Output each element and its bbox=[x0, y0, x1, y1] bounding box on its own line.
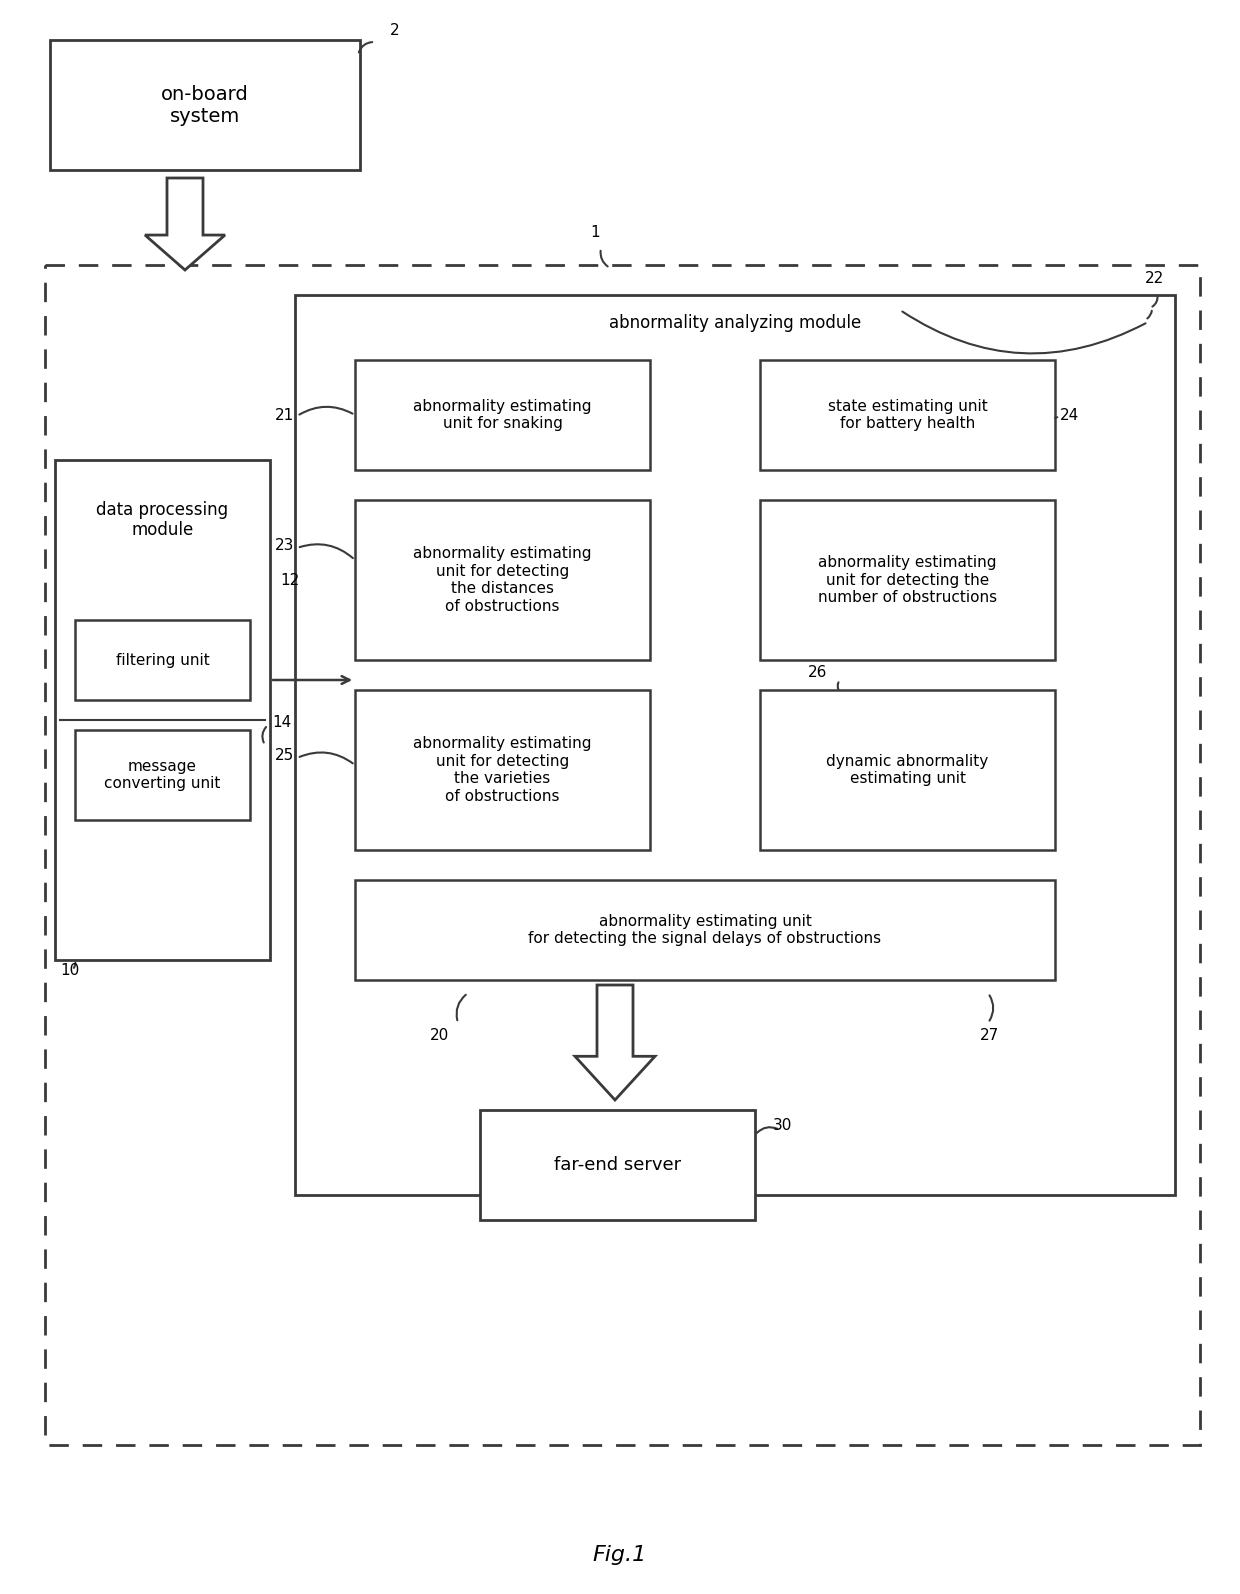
Text: 25: 25 bbox=[275, 748, 294, 762]
FancyArrowPatch shape bbox=[300, 544, 353, 558]
FancyArrowPatch shape bbox=[299, 406, 352, 414]
FancyArrowPatch shape bbox=[1152, 296, 1157, 306]
Text: message
converting unit: message converting unit bbox=[104, 759, 221, 791]
FancyArrowPatch shape bbox=[300, 752, 352, 764]
Polygon shape bbox=[575, 985, 655, 1100]
Bar bbox=[355, 690, 650, 850]
Text: 26: 26 bbox=[808, 665, 827, 679]
Text: 1: 1 bbox=[590, 225, 600, 239]
Bar bbox=[74, 620, 250, 700]
Bar bbox=[355, 360, 650, 470]
Text: 24: 24 bbox=[1060, 408, 1079, 422]
Text: 21: 21 bbox=[275, 408, 294, 422]
Text: abnormality estimating unit
for detecting the signal delays of obstructions: abnormality estimating unit for detectin… bbox=[528, 913, 882, 947]
Text: data processing
module: data processing module bbox=[97, 501, 228, 539]
Bar bbox=[50, 40, 360, 171]
Text: 27: 27 bbox=[980, 1028, 999, 1042]
Bar bbox=[480, 1109, 755, 1219]
FancyArrowPatch shape bbox=[263, 727, 267, 743]
Text: 30: 30 bbox=[773, 1117, 792, 1132]
Bar bbox=[45, 265, 1200, 1446]
FancyArrowPatch shape bbox=[990, 995, 993, 1020]
Text: filtering unit: filtering unit bbox=[115, 652, 210, 668]
Text: far-end server: far-end server bbox=[554, 1156, 681, 1175]
Bar bbox=[760, 690, 1055, 850]
Text: abnormality estimating
unit for detecting
the varieties
of obstructions: abnormality estimating unit for detectin… bbox=[413, 736, 591, 803]
FancyArrowPatch shape bbox=[600, 250, 608, 266]
Text: 12: 12 bbox=[280, 572, 299, 588]
Text: 14: 14 bbox=[272, 714, 291, 730]
FancyArrowPatch shape bbox=[74, 963, 76, 968]
Bar bbox=[74, 730, 250, 819]
Text: 2: 2 bbox=[391, 22, 399, 38]
Bar bbox=[355, 501, 650, 660]
FancyArrowPatch shape bbox=[456, 995, 466, 1020]
Text: abnormality estimating
unit for detecting
the distances
of obstructions: abnormality estimating unit for detectin… bbox=[413, 547, 591, 614]
Text: state estimating unit
for battery health: state estimating unit for battery health bbox=[827, 398, 987, 432]
Polygon shape bbox=[145, 179, 224, 269]
Text: abnormality estimating
unit for snaking: abnormality estimating unit for snaking bbox=[413, 398, 591, 432]
Text: abnormality analyzing module: abnormality analyzing module bbox=[609, 314, 861, 332]
Text: dynamic abnormality
estimating unit: dynamic abnormality estimating unit bbox=[826, 754, 988, 786]
FancyArrowPatch shape bbox=[903, 311, 1146, 354]
Text: Fig.1: Fig.1 bbox=[593, 1545, 647, 1565]
Bar bbox=[760, 360, 1055, 470]
Text: on-board
system: on-board system bbox=[161, 84, 249, 126]
Bar bbox=[55, 461, 270, 960]
Text: abnormality estimating
unit for detecting the
number of obstructions: abnormality estimating unit for detectin… bbox=[818, 555, 997, 604]
Bar bbox=[295, 295, 1176, 1196]
Text: 10: 10 bbox=[60, 963, 79, 977]
Text: 23: 23 bbox=[275, 537, 294, 553]
FancyArrowPatch shape bbox=[358, 41, 372, 53]
Text: 22: 22 bbox=[1145, 271, 1164, 285]
Text: 20: 20 bbox=[430, 1028, 449, 1042]
Bar bbox=[760, 501, 1055, 660]
Bar bbox=[355, 880, 1055, 980]
FancyArrowPatch shape bbox=[756, 1127, 777, 1133]
FancyArrowPatch shape bbox=[1147, 311, 1152, 319]
